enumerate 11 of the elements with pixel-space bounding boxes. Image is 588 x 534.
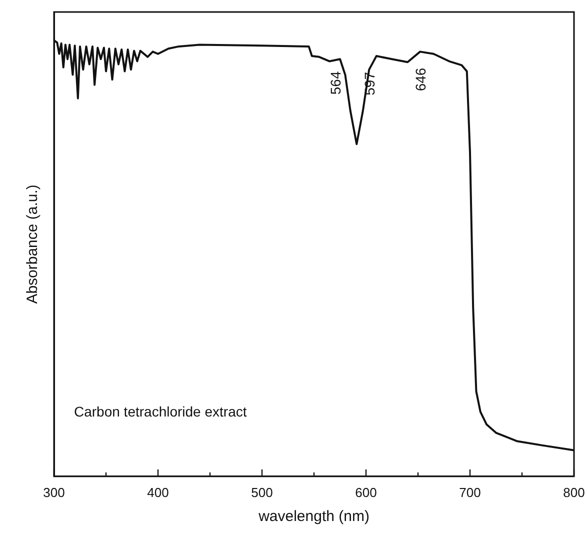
annotation: 564 [327,71,344,95]
x-tick-label: 500 [251,484,273,500]
x-tick-label: 600 [355,484,377,500]
annotation: Carbon tetrachloride extract [74,403,247,420]
x-tick-label: 800 [563,484,585,500]
x-tick-label: 400 [147,484,169,500]
annotation: 646 [412,68,429,92]
x-tick-label: 300 [43,484,65,500]
y-axis-title: Absorbance (a.u.) [24,184,42,304]
x-axis-title: wavelength (nm) [258,508,370,526]
x-tick-label: 700 [459,484,481,500]
